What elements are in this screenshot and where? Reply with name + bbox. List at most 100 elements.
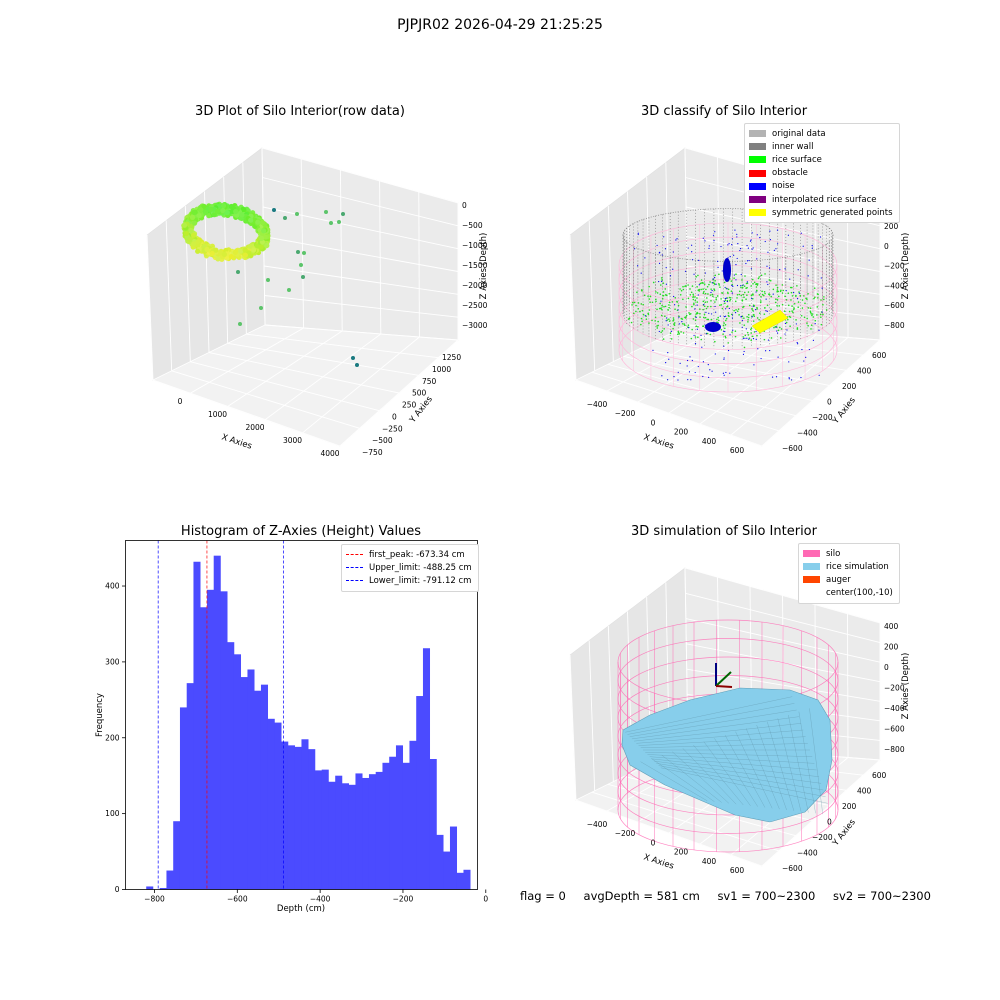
back-grid-z <box>685 592 881 644</box>
floor-grid-y <box>623 355 813 402</box>
noise-point <box>752 305 754 307</box>
rice-surface-point <box>651 301 654 304</box>
rice-surface-point <box>760 300 762 302</box>
noise-point <box>687 247 689 249</box>
rice-mesh-line <box>798 711 816 814</box>
rice-surface-point <box>727 292 729 295</box>
rice-surface-point <box>780 289 782 292</box>
z-tick-label: −3000 <box>462 321 488 330</box>
raw-point <box>264 242 270 249</box>
noise-point <box>802 245 804 247</box>
rice-surface-point <box>795 319 797 321</box>
histogram-bar <box>159 887 167 890</box>
raw-point <box>211 212 217 218</box>
rice-surface-point <box>776 286 779 289</box>
histogram-bar <box>227 642 235 890</box>
rice-surface-point <box>748 337 751 339</box>
z-tick-label: −200 <box>884 684 905 693</box>
histogram-frame <box>125 540 478 890</box>
y-tick-label: −500 <box>372 436 393 445</box>
rice-surface-point <box>781 284 784 286</box>
auger-axis-y <box>715 671 732 687</box>
rice-surface-point <box>755 289 758 292</box>
noise-point <box>728 307 730 310</box>
noise-point <box>786 329 788 331</box>
noise-point <box>693 334 695 337</box>
raw-point <box>198 207 204 213</box>
histogram-vlines <box>157 540 284 890</box>
x-tick-label: 0 <box>178 397 183 406</box>
histogram-bar <box>240 677 248 890</box>
simulation-legend: silo rice simulation auger center(100,-10) <box>798 543 900 604</box>
rice-surface-point <box>706 297 708 299</box>
rice-surface-point <box>660 331 662 334</box>
rice-surface-point <box>699 316 701 318</box>
rice-surface-point <box>753 305 756 307</box>
noise-point <box>729 256 731 258</box>
z-tick-label: −800 <box>884 745 905 754</box>
rice-surface-point <box>652 281 655 284</box>
rice-surface-point <box>803 295 805 297</box>
rice-surface-point <box>697 274 699 277</box>
rice-surface-point <box>668 318 670 321</box>
legend-entry: auger <box>803 573 893 586</box>
rice-surface-point <box>721 307 724 310</box>
noise-point <box>767 283 769 286</box>
rice-surface-point <box>723 281 726 284</box>
z-tick-label: 0 <box>462 201 467 210</box>
raw-outlier-point <box>266 278 270 282</box>
rice-surface-point <box>699 308 701 310</box>
rice-surface-point <box>743 291 746 294</box>
rice-surface-point <box>657 320 659 323</box>
histogram-bar <box>375 771 383 890</box>
rice-surface-point <box>793 308 795 311</box>
rice-surface-point <box>746 316 748 318</box>
noise-point <box>766 281 768 283</box>
histogram-bar <box>335 775 343 890</box>
raw-point <box>181 222 188 228</box>
rice-surface-point <box>654 316 657 319</box>
rice-surface-point <box>742 305 745 308</box>
raw-outlier-point <box>272 208 276 212</box>
rice-surface-point <box>685 314 688 317</box>
rice-surface-point <box>640 323 642 326</box>
raw-ylabel: Y Axies <box>407 394 435 426</box>
rice-mesh-line <box>640 743 808 748</box>
rice-surface-point <box>710 305 712 308</box>
noise-point <box>690 379 692 381</box>
rice-surface-point <box>807 325 809 327</box>
rice-mesh-line <box>629 709 797 737</box>
rice-surface-point <box>692 298 695 301</box>
noise-point <box>819 236 822 238</box>
rice-surface-point <box>664 305 667 308</box>
rice-surface-point <box>689 312 692 315</box>
rice-mesh-line <box>693 744 744 806</box>
rice-surface-point <box>710 318 713 321</box>
noise-point <box>765 298 767 300</box>
rice-surface-point <box>778 305 781 307</box>
rice-surface-point <box>730 280 733 282</box>
noise-point <box>723 330 725 332</box>
rice-surface-point <box>811 313 814 315</box>
back-grid-z <box>261 147 459 204</box>
legend-swatch <box>749 196 766 204</box>
noise-point <box>742 353 745 355</box>
simulation-xlabel: X Axies <box>642 852 675 871</box>
rice-surface-point <box>766 304 769 307</box>
rice-surface-point <box>717 319 720 322</box>
rice-surface-point <box>743 346 746 349</box>
histogram-bar <box>260 684 269 890</box>
rice-surface-point <box>655 300 657 303</box>
raw-point <box>224 209 230 216</box>
raw-point <box>242 252 248 258</box>
rice-surface-point <box>673 323 675 325</box>
rice-surface-point <box>691 328 693 331</box>
rice-surface-point <box>770 295 773 298</box>
histogram-bar <box>382 762 390 890</box>
rice-surface-point <box>668 320 671 322</box>
rice-surface-point <box>779 337 782 339</box>
noise-point <box>747 247 749 249</box>
rice-surface-point <box>704 301 707 304</box>
raw-outlier-point <box>341 212 345 216</box>
rice-surface-point <box>744 334 747 337</box>
